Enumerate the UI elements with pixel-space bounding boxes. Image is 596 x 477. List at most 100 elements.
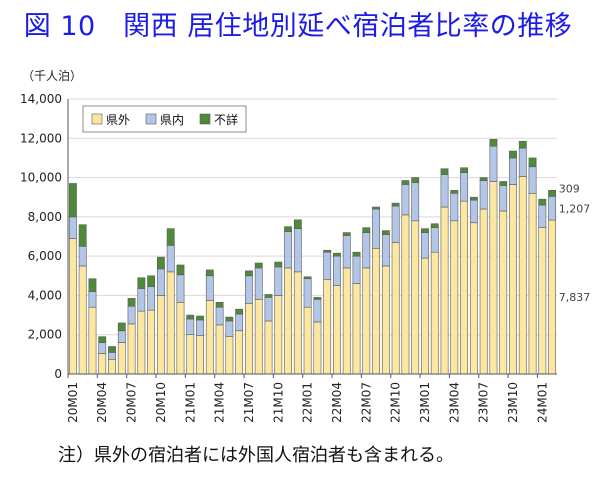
bar-segment-20M01-県内 xyxy=(68,216,77,239)
bar-segment-20M04-不詳 xyxy=(98,336,107,343)
bar-segment-20M12-県内 xyxy=(176,274,185,303)
bar-segment-21M12-不詳 xyxy=(293,219,302,229)
bar-segment-24M01-不詳 xyxy=(538,198,547,206)
bar-segment-22M07-不詳 xyxy=(362,227,371,233)
bar-segment-22M12-県外 xyxy=(411,220,420,375)
bar-series xyxy=(68,138,557,375)
bar-segment-20M10-県外 xyxy=(156,295,165,375)
bar-segment-21M07-県内 xyxy=(245,275,253,304)
bar-segment-22M11-県外 xyxy=(401,214,410,375)
x-tick-label: 23M01 xyxy=(418,382,432,423)
x-tick-label: 21M07 xyxy=(242,382,256,423)
bar-segment-21M01-不詳 xyxy=(186,314,195,320)
bar-segment-22M11-県内 xyxy=(401,184,410,216)
bar-segment-20M07-県外 xyxy=(127,323,136,375)
bar-segment-21M01-県内 xyxy=(186,318,195,336)
bar-segment-21M11-県外 xyxy=(284,267,292,375)
bar-segment-20M07-不詳 xyxy=(127,298,136,307)
bar-segment-21M06-県内 xyxy=(235,313,244,332)
bar-segment-23M04-県内 xyxy=(450,192,459,222)
bar-segment-22M06-不詳 xyxy=(352,251,361,257)
bar-segment-21M11-不詳 xyxy=(284,226,292,232)
bar-segment-21M02-県内 xyxy=(196,319,204,336)
bar-segment-23M05-不詳 xyxy=(460,167,469,173)
bar-segment-20M06-不詳 xyxy=(117,322,126,332)
bar-segment-23M11-不詳 xyxy=(518,140,527,149)
bar-segment-21M03-県内 xyxy=(205,275,214,301)
bar-segment-20M12-不詳 xyxy=(176,264,185,276)
legend: 県外 県内 不詳 xyxy=(82,105,247,133)
x-tick-label: 21M10 xyxy=(271,382,285,423)
x-tick-label: 22M07 xyxy=(359,382,373,423)
bar-segment-21M07-県外 xyxy=(245,302,253,375)
x-tick-label: 23M10 xyxy=(506,382,520,423)
axes: 0 2,000 4,000 6,000 8,000 10,000 12,000 14,000 2… xyxy=(20,92,557,423)
bar-segment-23M09-不詳 xyxy=(499,181,508,186)
bar-segment-22M07-県内 xyxy=(362,232,371,269)
bar-segment-21M12-県内 xyxy=(293,228,302,273)
legend-box xyxy=(82,105,247,133)
y-tick-label: 14,000 xyxy=(20,92,62,106)
bar-segment-23M11-県外 xyxy=(518,176,527,375)
data-label-県内: 1,207 xyxy=(559,202,591,215)
bar-segment-20M03-不詳 xyxy=(88,278,97,292)
x-tick-label: 21M01 xyxy=(183,382,197,423)
bar-segment-22M03-県内 xyxy=(323,251,332,281)
bar-segment-23M03-県内 xyxy=(440,174,449,208)
bar-segment-22M10-不詳 xyxy=(391,202,400,207)
bar-segment-20M01-不詳 xyxy=(68,183,77,218)
bar-segment-23M06-県内 xyxy=(469,199,478,224)
bar-segment-20M08-県内 xyxy=(137,288,146,312)
bar-segment-20M12-県外 xyxy=(176,302,185,375)
legend-label-不詳: 不詳 xyxy=(214,112,238,127)
x-tick-label: 20M10 xyxy=(154,382,168,423)
bar-segment-20M09-県内 xyxy=(147,286,156,311)
bar-segment-21M06-不詳 xyxy=(235,308,244,315)
y-tick-label: 8,000 xyxy=(28,210,62,224)
bar-segment-21M08-不詳 xyxy=(254,262,263,269)
x-tick-label: 23M07 xyxy=(477,382,491,423)
footnote: 注）県外の宿泊者には外国人宿泊者も含まれる。 xyxy=(58,445,454,466)
bar-segment-21M04-不詳 xyxy=(215,302,224,308)
bar-segment-20M10-県内 xyxy=(156,268,165,296)
bar-segment-23M12-県内 xyxy=(528,166,537,194)
bar-segment-23M05-県外 xyxy=(460,200,469,375)
y-axis-unit-label: （千人泊） xyxy=(22,69,83,83)
data-label-不詳: 309 xyxy=(559,182,580,195)
x-tick-label: 20M04 xyxy=(95,382,109,423)
bar-segment-22M11-不詳 xyxy=(401,180,410,185)
bar-segment-23M06-不詳 xyxy=(469,196,478,201)
x-tick-label: 22M01 xyxy=(301,382,315,423)
bar-segment-23M01-不詳 xyxy=(421,228,429,233)
bar-segment-20M03-県外 xyxy=(88,306,97,375)
bar-segment-20M06-県内 xyxy=(117,330,126,343)
bar-segment-23M11-県内 xyxy=(518,147,527,177)
bar-segment-22M09-県外 xyxy=(381,265,390,375)
bar-segment-20M06-県外 xyxy=(117,342,126,375)
x-tick-label: 23M04 xyxy=(447,382,461,423)
bar-segment-23M02-県内 xyxy=(430,227,439,253)
bar-segment-20M09-不詳 xyxy=(147,275,156,287)
bar-segment-21M05-不詳 xyxy=(225,316,234,322)
y-tick-label: 12,000 xyxy=(20,131,62,145)
bar-segment-23M12-不詳 xyxy=(528,157,537,168)
bar-segment-23M10-県内 xyxy=(509,157,517,185)
bar-segment-20M05-県外 xyxy=(108,358,116,375)
bar-segment-22M06-県内 xyxy=(352,255,361,284)
bar-segment-23M10-県外 xyxy=(509,184,517,375)
bar-segment-20M02-県外 xyxy=(78,265,87,375)
bar-segment-24M02-不詳 xyxy=(548,189,557,197)
bar-segment-23M03-県外 xyxy=(440,206,449,375)
bar-segment-21M10-県内 xyxy=(274,266,283,296)
bar-segment-22M12-不詳 xyxy=(411,177,420,183)
bar-segment-24M02-県外 xyxy=(548,219,557,375)
bar-segment-21M08-県外 xyxy=(254,299,263,375)
legend-swatch-県内 xyxy=(145,113,157,125)
bar-segment-22M08-県外 xyxy=(372,247,380,375)
bar-segment-21M06-県外 xyxy=(235,330,244,375)
bar-segment-22M04-県外 xyxy=(333,285,341,375)
bar-segment-22M10-県内 xyxy=(391,205,400,243)
bar-segment-22M10-県外 xyxy=(391,242,400,375)
bar-segment-20M11-県外 xyxy=(166,271,175,375)
bar-segment-24M02-県内 xyxy=(548,196,557,221)
